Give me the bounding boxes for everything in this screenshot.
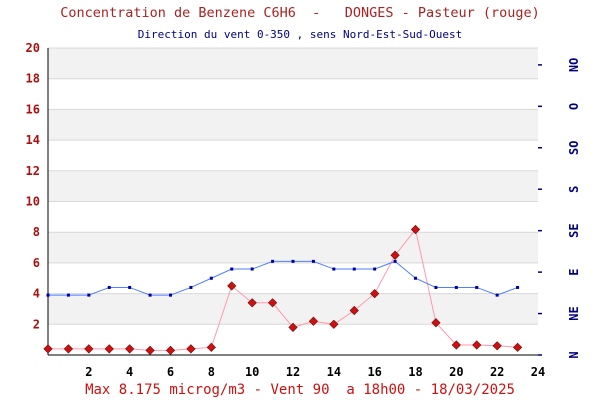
wind-direction-point: [46, 293, 50, 297]
x-tick-label: 16: [367, 365, 381, 379]
benzene-point: [267, 298, 278, 308]
wind-direction-point: [169, 293, 172, 297]
wind-direction-point: [434, 285, 438, 289]
y-tick-label: 8: [33, 225, 40, 239]
benzene-point: [370, 289, 380, 299]
wind-direction-point: [209, 276, 213, 280]
wind-direction-point: [271, 259, 275, 263]
benzene-point: [165, 345, 176, 355]
chart-footer-max: Max 8.175 microg/m3 - Vent 90 a 18h00 - …: [85, 382, 515, 398]
wind-direction-point: [87, 293, 91, 297]
wind-direction-point: [189, 285, 193, 289]
benzene-point: [247, 298, 257, 308]
wind-direction-series: [46, 259, 520, 297]
x-tick-label: 2: [85, 365, 92, 379]
x-tick-label: 18: [408, 365, 422, 379]
wind-direction-point: [393, 259, 397, 263]
band: [48, 48, 538, 79]
x-tick-label: 8: [208, 365, 215, 379]
wind-direction-point: [495, 293, 499, 297]
benzene-point: [512, 342, 523, 352]
x-tick-label: 10: [245, 365, 259, 379]
x-tick-label: 12: [286, 365, 300, 379]
y-tick-label: 4: [33, 287, 40, 301]
direction-tick-label: SO: [567, 141, 581, 155]
x-tick-label: 24: [531, 365, 545, 379]
wind-direction-point: [332, 267, 336, 271]
series-group: [43, 224, 523, 355]
x-tick-label: 6: [167, 365, 174, 379]
benzene-point: [349, 305, 359, 316]
benzene-point: [288, 322, 298, 332]
band: [48, 232, 538, 263]
wind-direction-point: [454, 285, 458, 289]
benzene-point: [145, 345, 155, 355]
benzene-point: [410, 224, 421, 235]
benzene-series: [43, 224, 523, 355]
band: [48, 109, 538, 141]
y-tick-label: 12: [26, 164, 40, 178]
benzene-point: [227, 281, 237, 291]
wind-direction-line: [48, 260, 518, 296]
band: [48, 293, 538, 325]
y-tick-label: 18: [26, 72, 40, 86]
benzene-point: [390, 250, 400, 260]
wind-direction-point: [516, 285, 520, 289]
y-axis-ticks: 2 4 6 8 10 12 14 16 18 20: [26, 41, 40, 331]
wind-direction-point: [352, 267, 356, 271]
direction-tick-label: NO: [567, 58, 581, 72]
benzene-point: [431, 318, 441, 328]
y-tick-label: 20: [26, 41, 40, 55]
x-axis-ticks: 2 4 6 8 10 12 14 16 18 20 22 24: [85, 365, 545, 379]
benzene-point: [63, 344, 74, 354]
band: [48, 170, 538, 202]
wind-direction-point: [66, 293, 70, 297]
wind-direction-point: [311, 259, 315, 263]
x-tick-label: 20: [449, 365, 463, 379]
benzene-point: [308, 316, 319, 326]
y-tick-label: 10: [26, 195, 40, 209]
benzene-point: [472, 340, 482, 350]
background-bands: [48, 48, 538, 325]
wind-direction-point: [250, 267, 254, 271]
y-tick-label: 16: [26, 102, 40, 116]
direction-tick-label: NE: [567, 306, 581, 320]
direction-tick-label: SE: [567, 223, 581, 237]
wind-direction-point: [128, 285, 132, 289]
benzene-point: [451, 340, 461, 350]
axes: [47, 48, 538, 356]
y-tick-label: 6: [33, 256, 40, 270]
direction-tick-label: O: [567, 103, 581, 110]
y-tick-label: 14: [26, 133, 40, 147]
chart-title: Concentration de Benzene C6H6 - DONGES -…: [60, 5, 540, 21]
x-tick-label: 14: [327, 365, 341, 379]
benzene-point: [329, 319, 339, 329]
benzene-point: [206, 342, 216, 352]
direction-tick-label: E: [567, 268, 581, 275]
direction-tick-label: S: [567, 186, 581, 193]
x-tick-label: 4: [126, 365, 133, 379]
wind-direction-point: [414, 276, 417, 280]
wind-direction-axis-ticks: N NE E SE S SO O NO: [538, 58, 581, 359]
x-tick-label: 22: [490, 365, 504, 379]
wind-direction-point: [148, 293, 152, 297]
benzene-point: [43, 344, 53, 354]
wind-direction-point: [107, 285, 111, 289]
wind-direction-point: [373, 267, 377, 271]
benzene-point: [104, 344, 114, 354]
benzene-point: [492, 341, 502, 351]
benzene-point: [186, 344, 196, 354]
benzene-point: [125, 344, 135, 354]
benzene-point: [84, 344, 94, 354]
direction-tick-label: N: [567, 351, 581, 358]
wind-direction-point: [230, 267, 234, 271]
y-tick-label: 2: [33, 317, 40, 331]
wind-direction-point: [291, 259, 295, 263]
wind-direction-point: [475, 285, 479, 289]
chart-subtitle: Direction du vent 0-350 , sens Nord-Est-…: [137, 28, 463, 41]
